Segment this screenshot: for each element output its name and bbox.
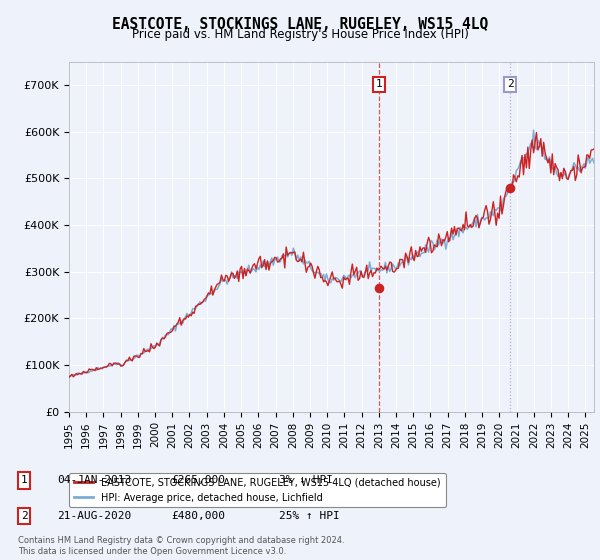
Text: EASTCOTE, STOCKINGS LANE, RUGELEY, WS15 4LQ: EASTCOTE, STOCKINGS LANE, RUGELEY, WS15 …: [112, 17, 488, 32]
Point: [374, 283, 384, 292]
Text: 1: 1: [20, 475, 28, 486]
Point: [506, 183, 515, 192]
Text: £480,000: £480,000: [171, 511, 225, 521]
Text: 2: 2: [507, 80, 514, 90]
Legend: EASTCOTE, STOCKINGS LANE, RUGELEY, WS15 4LQ (detached house), HPI: Average price: EASTCOTE, STOCKINGS LANE, RUGELEY, WS15 …: [69, 473, 446, 507]
Text: 04-JAN-2013: 04-JAN-2013: [57, 475, 131, 486]
Text: 25% ↑ HPI: 25% ↑ HPI: [279, 511, 340, 521]
Text: Price paid vs. HM Land Registry's House Price Index (HPI): Price paid vs. HM Land Registry's House …: [131, 28, 469, 41]
Text: £265,000: £265,000: [171, 475, 225, 486]
Text: 3% ↓ HPI: 3% ↓ HPI: [279, 475, 333, 486]
Text: 2: 2: [20, 511, 28, 521]
Text: Contains HM Land Registry data © Crown copyright and database right 2024.
This d: Contains HM Land Registry data © Crown c…: [18, 536, 344, 556]
Text: 21-AUG-2020: 21-AUG-2020: [57, 511, 131, 521]
Text: 1: 1: [376, 80, 383, 90]
